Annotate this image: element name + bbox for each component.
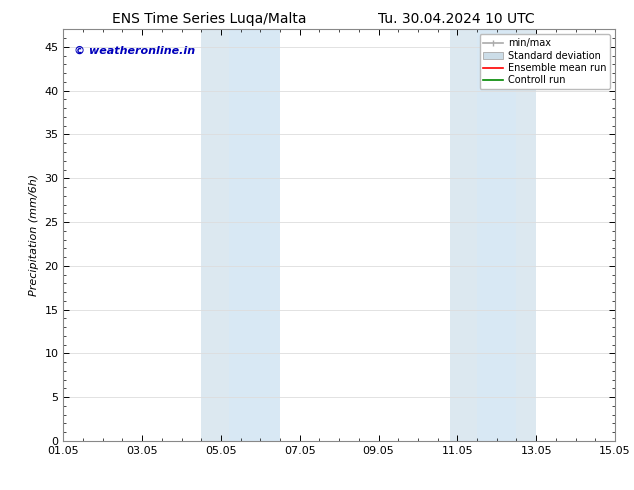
Bar (229, 29, 280, 441)
Bar (517, 29, 536, 441)
Y-axis label: Precipitation (mm/6h): Precipitation (mm/6h) (29, 174, 39, 296)
Bar (450, 29, 477, 441)
Legend: min/max, Standard deviation, Ensemble mean run, Controll run: min/max, Standard deviation, Ensemble me… (479, 34, 610, 89)
Text: ENS Time Series Luqa/Malta: ENS Time Series Luqa/Malta (112, 12, 306, 26)
Text: © weatheronline.in: © weatheronline.in (74, 46, 195, 56)
Bar (477, 29, 517, 441)
Bar (202, 29, 229, 441)
Text: Tu. 30.04.2024 10 UTC: Tu. 30.04.2024 10 UTC (378, 12, 535, 26)
